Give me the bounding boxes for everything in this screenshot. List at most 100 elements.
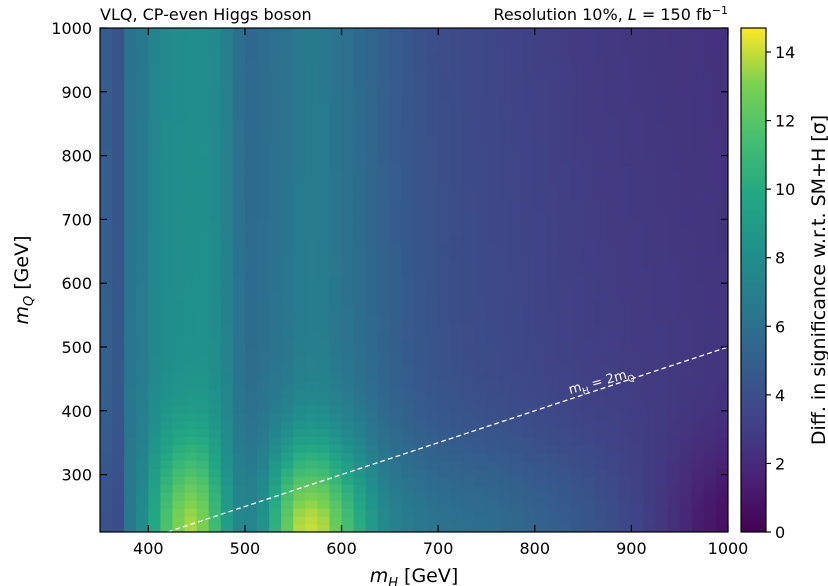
heatmap-cell bbox=[583, 292, 596, 302]
heatmap-cell bbox=[160, 37, 174, 47]
heatmap-cell bbox=[220, 476, 234, 485]
heatmap-cell bbox=[703, 332, 717, 342]
heatmap-cell bbox=[317, 420, 331, 429]
heatmap-cell bbox=[341, 205, 355, 214]
heatmap-cell bbox=[196, 244, 210, 254]
heatmap-cell bbox=[100, 29, 113, 39]
heatmap-cell bbox=[377, 476, 391, 485]
heatmap-cell bbox=[196, 133, 210, 142]
heatmap-cell bbox=[160, 28, 174, 31]
heatmap-cell bbox=[607, 260, 620, 270]
heatmap-cell bbox=[317, 37, 331, 47]
heatmap-cell bbox=[691, 284, 705, 294]
heatmap-cell bbox=[184, 420, 198, 429]
heatmap-cell bbox=[438, 444, 451, 453]
heatmap-cell bbox=[510, 157, 524, 166]
heatmap-cell bbox=[498, 45, 512, 55]
heatmap-cell bbox=[208, 117, 222, 126]
heatmap-cell bbox=[643, 93, 657, 102]
heatmap-cell bbox=[341, 300, 355, 310]
heatmap-cell bbox=[655, 508, 669, 517]
heatmap-cell bbox=[583, 404, 596, 413]
heatmap-cell bbox=[136, 220, 149, 230]
heatmap-cell bbox=[160, 316, 174, 326]
heatmap-cell bbox=[583, 28, 596, 31]
heatmap-cell bbox=[148, 173, 161, 182]
heatmap-cell bbox=[208, 61, 222, 71]
heatmap-cell bbox=[667, 165, 681, 174]
heatmap-cell bbox=[438, 412, 451, 421]
heatmap-cell bbox=[112, 133, 125, 142]
heatmap-cell bbox=[438, 77, 451, 87]
heatmap-cell bbox=[196, 205, 210, 214]
heatmap-cell bbox=[619, 197, 632, 206]
heatmap-cell bbox=[691, 85, 705, 94]
heatmap-cell bbox=[534, 37, 548, 47]
heatmap-cell bbox=[100, 268, 113, 278]
heatmap-cell bbox=[389, 492, 403, 501]
heatmap-cell bbox=[534, 149, 548, 158]
heatmap-cell bbox=[208, 380, 222, 390]
heatmap-cell bbox=[462, 189, 475, 198]
heatmap-cell bbox=[703, 484, 717, 493]
heatmap-cell bbox=[281, 45, 294, 55]
heatmap-cell bbox=[426, 268, 439, 278]
heatmap-cell bbox=[148, 197, 161, 206]
heatmap-cell bbox=[172, 77, 186, 87]
heatmap-cell bbox=[341, 428, 355, 437]
heatmap-cell bbox=[208, 93, 222, 102]
heatmap-cell bbox=[281, 516, 294, 525]
heatmap-cell bbox=[474, 189, 488, 198]
heatmap-cell bbox=[691, 228, 705, 238]
heatmap-cell bbox=[377, 436, 391, 445]
heatmap-cell bbox=[522, 380, 536, 390]
heatmap-cell bbox=[401, 165, 415, 174]
heatmap-cell bbox=[124, 69, 137, 79]
heatmap-cell bbox=[450, 189, 463, 198]
heatmap-cell bbox=[438, 332, 451, 342]
heatmap-cell bbox=[643, 213, 657, 222]
heatmap-cell bbox=[100, 220, 113, 230]
heatmap-cell bbox=[595, 189, 608, 198]
heatmap-cell bbox=[124, 77, 137, 87]
heatmap-cell bbox=[148, 157, 161, 166]
x-tick-label: 1000 bbox=[708, 539, 749, 558]
heatmap-cell bbox=[124, 412, 137, 421]
heatmap-cell bbox=[244, 189, 258, 198]
heatmap-cell bbox=[100, 492, 113, 501]
heatmap-cell bbox=[595, 308, 608, 318]
heatmap-cell bbox=[679, 364, 693, 374]
heatmap-cell bbox=[546, 300, 560, 310]
heatmap-cell bbox=[558, 404, 572, 413]
heatmap-cell bbox=[244, 516, 258, 525]
heatmap-cell bbox=[196, 316, 210, 326]
heatmap-cell bbox=[715, 404, 728, 413]
heatmap-cell bbox=[401, 276, 415, 286]
heatmap-cell bbox=[571, 117, 584, 126]
heatmap-cell bbox=[208, 220, 222, 230]
heatmap-cell bbox=[124, 173, 137, 182]
heatmap-cell bbox=[317, 53, 331, 63]
heatmap-cell bbox=[474, 228, 488, 238]
heatmap-cell bbox=[667, 300, 681, 310]
heatmap-cell bbox=[571, 292, 584, 302]
heatmap-cell bbox=[655, 236, 669, 246]
heatmap-cell bbox=[715, 213, 728, 222]
heatmap-cell bbox=[365, 69, 379, 79]
heatmap-cell bbox=[341, 69, 355, 79]
heatmap-cell bbox=[184, 117, 198, 126]
heatmap-cell bbox=[510, 476, 524, 485]
heatmap-cell bbox=[631, 340, 645, 350]
heatmap-cell bbox=[293, 28, 306, 31]
heatmap-cell bbox=[546, 452, 560, 461]
heatmap-cell bbox=[498, 181, 512, 190]
heatmap-cell bbox=[377, 484, 391, 493]
heatmap-cell bbox=[426, 109, 439, 118]
heatmap-cell bbox=[329, 93, 343, 102]
heatmap-cell bbox=[196, 468, 210, 477]
heatmap-cell bbox=[643, 29, 657, 39]
heatmap-cell bbox=[703, 508, 717, 517]
heatmap-cell bbox=[619, 236, 632, 246]
heatmap-cell bbox=[607, 125, 620, 134]
heatmap-cell bbox=[679, 133, 693, 142]
